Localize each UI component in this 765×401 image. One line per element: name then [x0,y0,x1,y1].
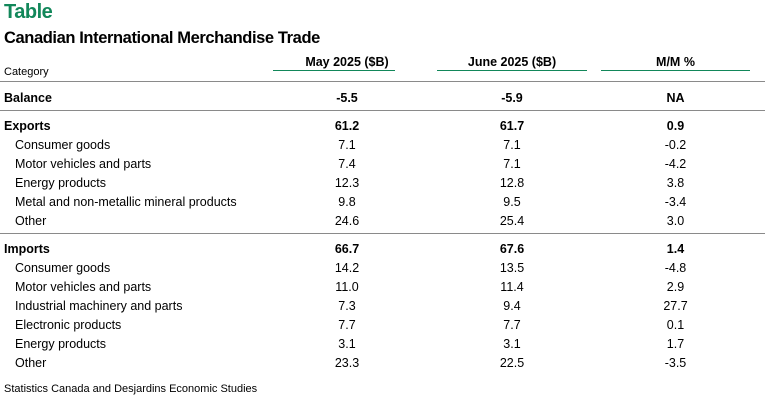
table-row: Consumer goods 14.2 13.5 -4.8 [0,259,765,278]
header-underline [437,70,587,71]
cell-mm: -4.2 [664,157,687,171]
cell-june: 67.6 [499,242,525,256]
cell-june: 7.7 [503,318,521,332]
cell-june: 7.1 [503,157,521,171]
cell-mm: -0.2 [664,138,687,152]
cell-may: 14.2 [334,261,360,275]
row-label: Imports [4,242,50,256]
table-row: Electronic products 7.7 7.7 0.1 [0,316,765,335]
header-underline [601,70,750,71]
cell-mm: NA [666,91,685,105]
row-label: Energy products [15,337,107,351]
cell-may: 24.6 [334,214,360,228]
row-label: Consumer goods [15,261,111,275]
table-row: Motor vehicles and parts 7.4 7.1 -4.2 [0,155,765,174]
cell-mm: 3.8 [666,176,685,190]
cell-may: 23.3 [334,356,360,370]
header-underline [273,70,395,71]
cell-june: 9.5 [503,195,521,209]
cell-mm: 2.9 [666,280,685,294]
row-label: Consumer goods [15,138,111,152]
cell-june: 13.5 [499,261,525,275]
table-row-exports: Exports 61.2 61.7 0.9 [0,117,765,136]
cell-may: 7.7 [338,318,356,332]
cell-june: -5.9 [501,91,523,105]
cell-mm: -4.8 [664,261,687,275]
divider [0,81,765,82]
column-header-mm: M/M % [656,55,695,69]
cell-mm: 0.9 [666,119,685,133]
cell-may: 7.3 [338,299,356,313]
cell-may: 66.7 [334,242,360,256]
cell-may: 9.8 [338,195,356,209]
row-label: Industrial machinery and parts [15,299,183,313]
row-label: Metal and non-metallic mineral products [15,195,237,209]
cell-may: 61.2 [334,119,360,133]
cell-june: 7.1 [503,138,521,152]
cell-mm: 0.1 [666,318,685,332]
cell-june: 61.7 [499,119,525,133]
cell-may: 11.0 [335,280,359,294]
divider [0,110,765,111]
cell-june: 12.8 [499,176,525,190]
source-note: Statistics Canada and Desjardins Economi… [4,383,258,395]
table-row: Other 24.6 25.4 3.0 [0,212,765,231]
cell-may: 12.3 [334,176,360,190]
table-row: Metal and non-metallic mineral products … [0,193,765,212]
cell-mm: -3.4 [664,195,687,209]
cell-mm: 1.7 [666,337,685,351]
row-label: Exports [4,119,51,133]
table-title: Canadian International Merchandise Trade [4,29,320,47]
cell-may: -5.5 [336,91,358,105]
column-header-may: May 2025 ($B) [305,55,389,69]
cell-june: 3.1 [503,337,521,351]
cell-mm: 3.0 [666,214,685,228]
cell-mm: 27.7 [663,299,688,313]
row-label: Energy products [15,176,107,190]
cell-may: 7.4 [338,157,356,171]
table-row: Energy products 12.3 12.8 3.8 [0,174,765,193]
row-label: Electronic products [15,318,122,332]
table-row: Consumer goods 7.1 7.1 -0.2 [0,136,765,155]
row-label: Balance [4,91,52,105]
table-row: Other 23.3 22.5 -3.5 [0,354,765,373]
row-label: Other [15,356,47,370]
table-row: Motor vehicles and parts 11.0 11.4 2.9 [0,278,765,297]
table-row: Energy products 3.1 3.1 1.7 [0,335,765,354]
column-header-june: June 2025 ($B) [467,55,557,69]
row-label: Motor vehicles and parts [15,157,152,171]
cell-june: 9.4 [503,299,521,313]
cell-june: 22.5 [499,356,525,370]
table-label: Table [4,1,53,23]
cell-mm: 1.4 [666,242,685,256]
divider [0,233,765,234]
table-row-imports: Imports 66.7 67.6 1.4 [0,240,765,259]
table-row: Industrial machinery and parts 7.3 9.4 2… [0,297,765,316]
cell-june: 25.4 [499,214,525,228]
row-label: Other [15,214,47,228]
cell-may: 7.1 [338,138,356,152]
cell-june: 11.4 [500,280,524,294]
row-label: Motor vehicles and parts [15,280,152,294]
category-header: Category [4,66,49,78]
cell-mm: -3.5 [664,356,687,370]
cell-may: 3.1 [338,337,356,351]
table-row-balance: Balance -5.5 -5.9 NA [0,89,765,108]
